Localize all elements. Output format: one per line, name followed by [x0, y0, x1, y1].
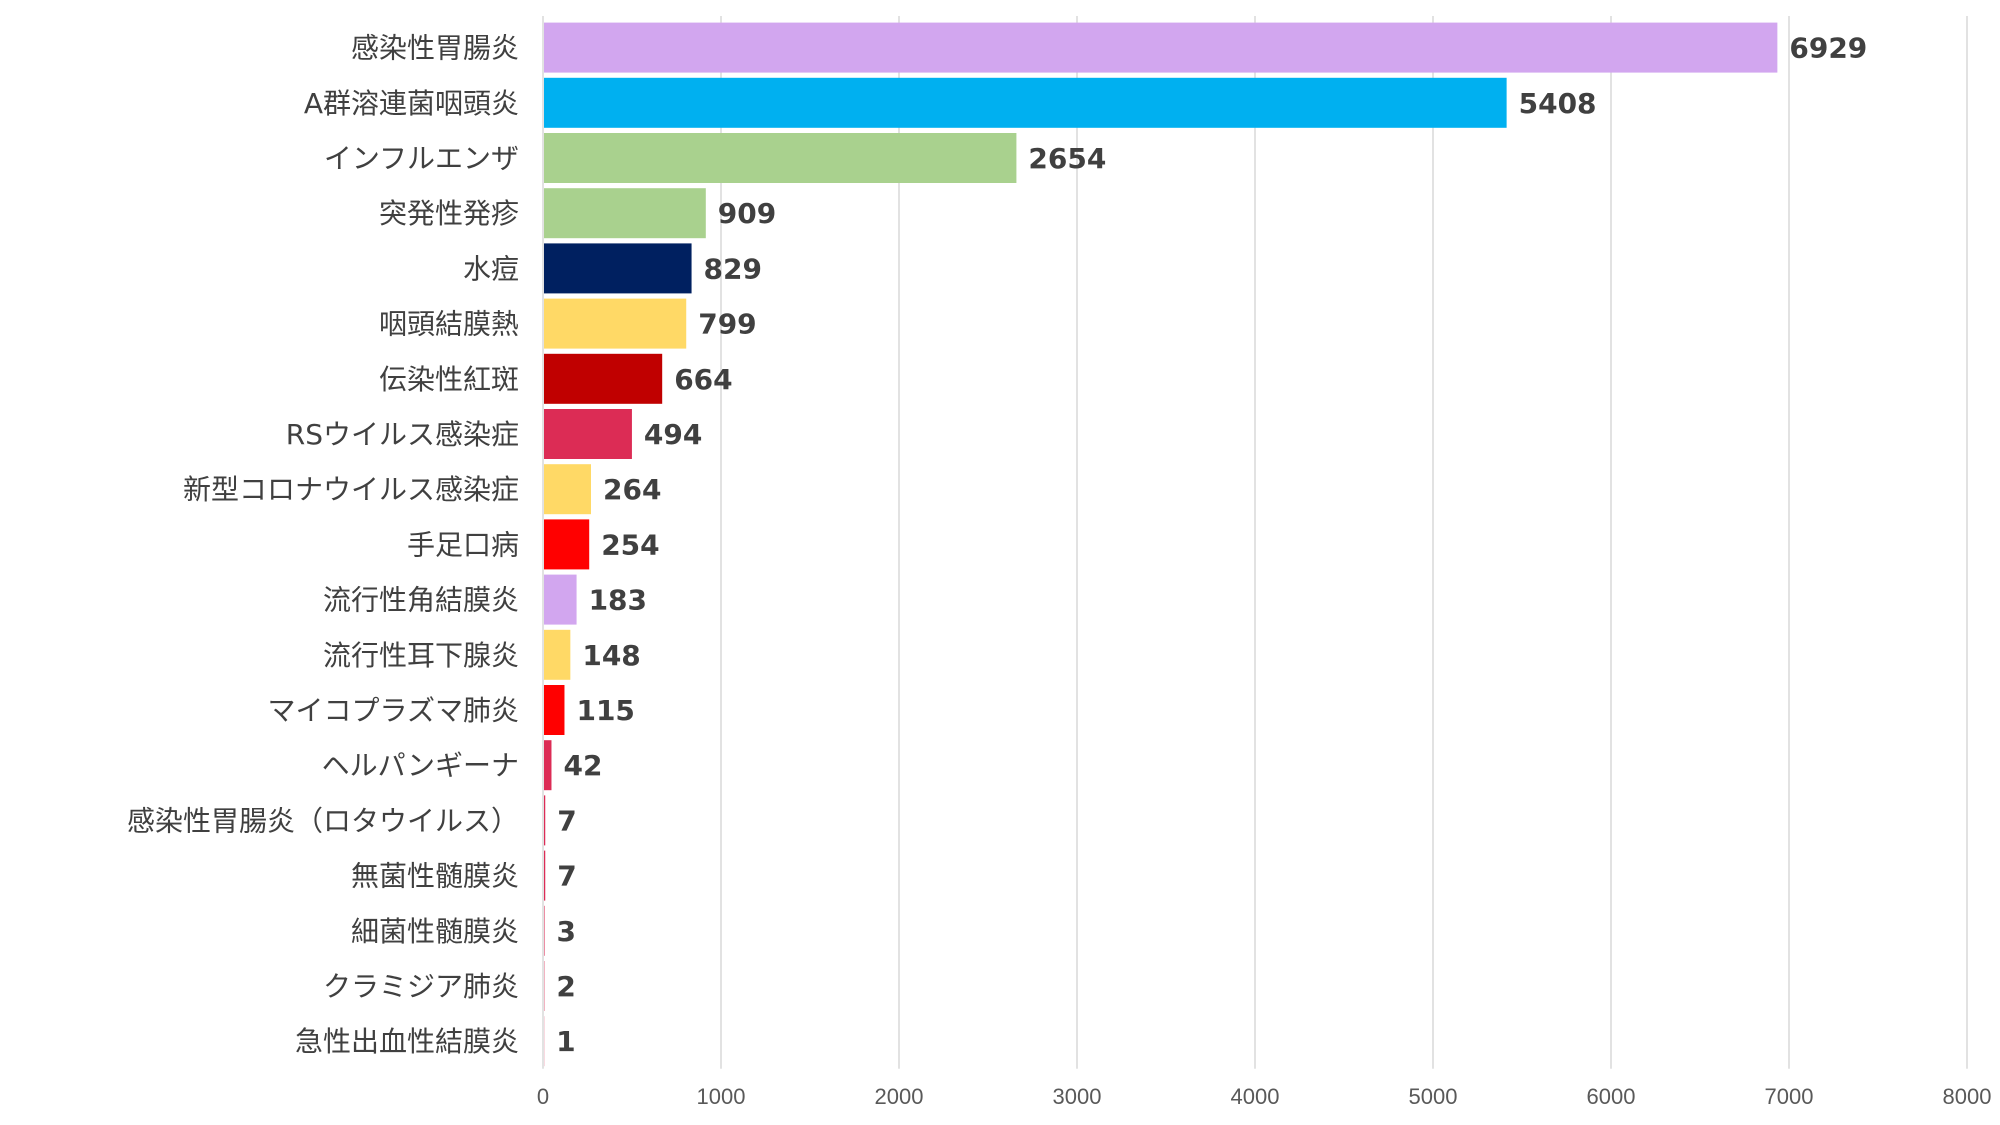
data-label: 254	[601, 528, 659, 561]
data-label: 6929	[1789, 32, 1867, 65]
bar	[544, 685, 565, 735]
category-label: RSウイルス感染症	[286, 418, 519, 451]
data-label: 183	[589, 584, 647, 617]
category-label: ヘルパンギーナ	[322, 749, 519, 782]
category-label: 伝染性紅斑	[379, 363, 519, 396]
category-label: 急性出血性結膜炎	[295, 1025, 519, 1058]
bar	[544, 188, 706, 239]
category-label: 感染性胃腸炎（ロタウイルス）	[127, 804, 519, 837]
category-label: A群溶連菌咽頭炎	[304, 87, 519, 120]
category-label: 細菌性髄膜炎	[351, 915, 519, 948]
category-label: マイコプラズマ肺炎	[268, 694, 519, 727]
data-label: 829	[704, 252, 762, 285]
bar	[544, 409, 632, 459]
bar	[544, 629, 571, 680]
category-label: 流行性角結膜炎	[323, 584, 519, 617]
x-tick-label: 7000	[1765, 1084, 1814, 1109]
data-label: 148	[582, 639, 640, 672]
bar	[544, 133, 1017, 183]
bar	[544, 905, 545, 956]
x-tick-label: 3000	[1053, 1084, 1102, 1109]
category-label: 咽頭結膜熱	[379, 308, 519, 341]
data-label: 7	[557, 804, 576, 837]
labels: 0 1000 2000 3000 4000 5000 6000 7000 8000 感染性胃腸炎 6…	[127, 32, 1991, 1109]
bar	[544, 353, 663, 404]
category-label: インフルエンザ	[324, 142, 519, 175]
bar	[544, 574, 577, 625]
bars	[544, 22, 1778, 1067]
bar	[544, 22, 1778, 73]
bar	[544, 77, 1507, 128]
data-label: 909	[718, 197, 776, 230]
bar	[544, 243, 692, 294]
data-label: 1	[556, 1025, 575, 1058]
category-label: 流行性耳下腺炎	[323, 639, 519, 672]
x-tick-label: 1000	[697, 1084, 746, 1109]
data-label: 5408	[1519, 87, 1597, 120]
category-label: 突発性発疹	[379, 197, 519, 230]
data-label: 494	[644, 418, 702, 451]
data-label: 799	[698, 308, 756, 341]
x-tick-label: 0	[537, 1084, 549, 1109]
bar	[544, 740, 552, 791]
category-label: 手足口病	[407, 528, 519, 561]
bar	[544, 298, 687, 349]
data-label: 115	[576, 694, 634, 727]
category-label: 無菌性髄膜炎	[351, 860, 519, 893]
data-label: 3	[557, 915, 576, 948]
data-label: 42	[563, 749, 602, 782]
x-tick-label: 5000	[1409, 1084, 1458, 1109]
data-label: 264	[603, 473, 661, 506]
x-tick-label: 4000	[1231, 1084, 1280, 1109]
bar	[544, 464, 591, 515]
data-label: 2	[556, 970, 575, 1003]
bar	[544, 795, 546, 846]
category-label: クラミジア肺炎	[323, 970, 519, 1003]
gridlines	[720, 16, 1968, 1069]
data-label: 7	[557, 860, 576, 893]
x-tick-label: 8000	[1943, 1084, 1992, 1109]
x-tick-label: 6000	[1587, 1084, 1636, 1109]
category-label: 感染性胃腸炎	[351, 32, 519, 65]
x-tick-label: 2000	[875, 1084, 924, 1109]
bar	[544, 519, 590, 570]
bar	[544, 850, 546, 901]
category-label: 水痘	[463, 252, 519, 285]
category-label: 新型コロナウイルス感染症	[183, 473, 519, 506]
data-label: 2654	[1028, 142, 1106, 175]
data-label: 664	[674, 363, 732, 396]
